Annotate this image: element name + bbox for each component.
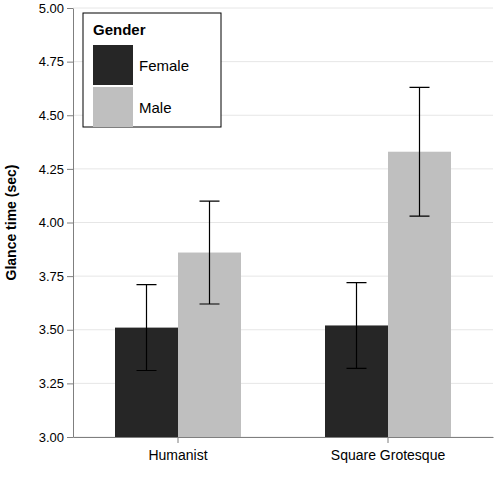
tick-label: Square Grotesque [331,447,446,463]
legend-box [83,13,221,127]
tick-mark [178,437,179,443]
tick-label: 4.00 [39,215,64,230]
tick-label: 3.75 [39,269,64,284]
tick-label: 4.25 [39,162,64,177]
grid [73,8,493,437]
tick-mark [67,437,73,438]
legend-label: Male [139,99,172,116]
legend-swatch [93,87,133,127]
tick: 3.00 [39,430,73,445]
bars [115,87,451,437]
tick: 3.75 [39,269,73,284]
tick: 4.50 [39,108,73,123]
tick-label: 4.75 [39,54,64,69]
tick: 5.00 [39,1,73,16]
legend-label: Female [139,57,189,74]
axis-line [74,437,494,438]
error-bar [347,283,367,369]
tick: 4.25 [39,162,73,177]
y-axis-title: Glance time (sec) [3,165,19,281]
error-bar [410,87,430,216]
tick: Humanist [148,437,207,463]
grid-line [73,8,493,9]
tick-label: 4.50 [39,108,64,123]
tick-label: 3.00 [39,430,64,445]
tick-mark [67,383,73,384]
y-axis: 3.00 3.25 3.50 3.75 4.00 4.25 4.50 4.75 5.00 [39,1,74,445]
tick: Square Grotesque [331,437,446,463]
plot: 3.00 3.25 3.50 3.75 4.00 4.25 4.50 4.75 5.00 Huma… [39,1,494,463]
legend: Gender Female Male [83,13,221,127]
tick: 4.75 [39,54,73,69]
tick-label: 3.25 [39,376,64,391]
legend-swatch [93,45,133,85]
tick-mark [67,169,73,170]
x-axis: Humanist Square Grotesque [74,437,494,463]
tick-mark [67,276,73,277]
tick-label: 3.50 [39,322,64,337]
tick-mark [388,437,389,443]
tick-mark [67,330,73,331]
tick: 3.25 [39,376,73,391]
tick: 3.50 [39,322,73,337]
legend-title: Gender [93,21,146,38]
tick-mark [67,62,73,63]
error-bar [137,285,157,371]
tick-mark [67,223,73,224]
tick-mark [67,8,73,9]
tick-label: 5.00 [39,1,64,16]
error-bar [200,201,220,304]
chart: 3.00 3.25 3.50 3.75 4.00 4.25 4.50 4.75 5.00 Huma… [0,0,500,479]
tick-mark [67,115,73,116]
tick: 4.00 [39,215,73,230]
axis-line [73,9,74,438]
tick-label: Humanist [148,447,207,463]
